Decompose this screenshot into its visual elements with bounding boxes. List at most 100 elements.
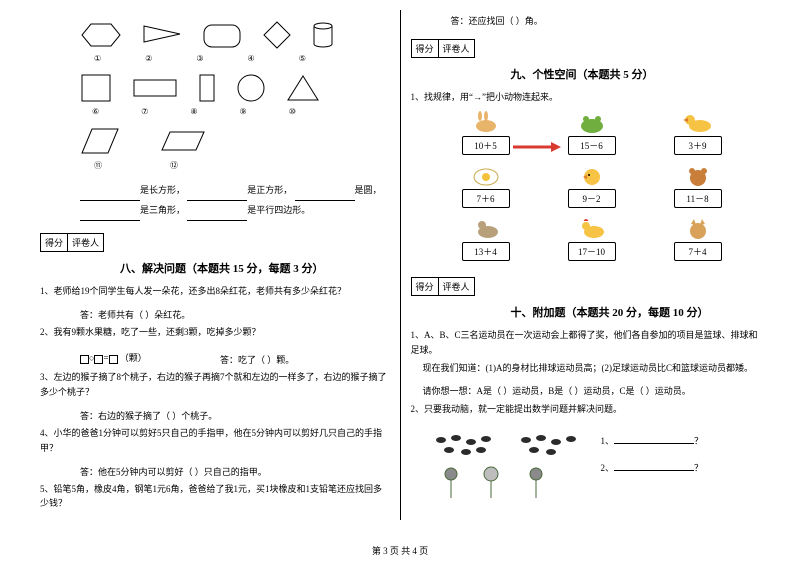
mouse-icon	[466, 216, 506, 240]
fill-line-2: 是三角形， 是平行四边形。	[80, 201, 390, 221]
score-label: 得分	[411, 39, 439, 58]
unit: （颗）	[120, 353, 147, 363]
shape-circle	[236, 73, 266, 103]
q3-answer: 答：右边的猴子摘了（ ）个桃子。	[80, 409, 390, 422]
label: 是圆，	[355, 185, 382, 195]
shape-num: ⑫	[170, 160, 178, 171]
q10-2: 2、只要我动脑，就一定能提出数学问题并解决问题。	[411, 402, 761, 416]
q10-1b: 现在我们知道：(1)A的身材比排球运动员高；(2)足球运动员比C和篮球运动员都矮…	[423, 361, 761, 375]
q5: 5、铅笔5角，橡皮4角，钢笔1元6角，爸爸给了我1元，买1块橡皮和1支铅笔还应找…	[40, 482, 390, 511]
label: 是平行四边形。	[247, 205, 310, 215]
score-box: 得分 评卷人	[411, 39, 761, 58]
blank-row: 1、？	[601, 434, 704, 447]
match-cell: 11－8	[653, 163, 743, 208]
shape-num: ③	[196, 54, 203, 63]
blank-list: 1、？ 2、 ？	[601, 420, 704, 488]
label: 1、	[601, 436, 615, 446]
shape-num: ①	[94, 54, 101, 63]
shape-labels-3: ⑪ ⑫	[94, 160, 390, 171]
q3: 3、左边的猴子摘了8个桃子，右边的猴子再摘7个就和左边的一样多了，右边的猴子摘了…	[40, 370, 390, 399]
expr: 11－8	[674, 189, 722, 208]
shape-num: ⑨	[240, 107, 247, 116]
expr: 7＋6	[462, 189, 510, 208]
q10-1a: 1、A、B、C三名运动员在一次运动会上都得了奖，他们各自参加的项目是篮球、排球和…	[411, 328, 761, 357]
q10-2-body: 1、？ 2、 ？	[411, 420, 761, 500]
q1-answer: 答：老师共有（ ）朵红花。	[80, 308, 390, 321]
section-10-title: 十、附加题（本题共 20 分，每题 10 分）	[511, 304, 761, 320]
shape-parallelogram-2	[160, 129, 206, 153]
shape-labels-1: ① ② ③ ④ ⑤	[94, 54, 390, 63]
shape-rect-wide	[132, 78, 178, 98]
section-8-title: 八、解决问题（本题共 15 分，每题 3 分）	[120, 260, 390, 276]
shape-num: ⑩	[289, 107, 296, 116]
label: 2、	[601, 463, 615, 473]
shape-row-2	[80, 73, 390, 103]
sec9-q: 1、找规律，用“→”把小动物连起来。	[411, 90, 761, 104]
shape-square	[80, 73, 112, 103]
rooster-icon	[572, 216, 612, 240]
egg-icon	[466, 163, 506, 187]
frog-icon	[572, 110, 612, 134]
q2-answer: 答：吃了（ ）颗。	[220, 353, 390, 366]
label: 是长方形，	[140, 185, 185, 195]
shape-parallelogram-1	[80, 126, 120, 156]
score-box: 得分 评卷人	[411, 277, 761, 296]
bunny-icon	[466, 110, 506, 134]
match-area: 10＋5 15－6 3＋9 7＋6 9－2	[411, 110, 761, 261]
shapes-area: ① ② ③ ④ ⑤ ⑥ ⑦ ⑧ ⑨ ⑩	[80, 20, 390, 171]
bear-icon	[678, 163, 718, 187]
label: 是正方形，	[247, 185, 292, 195]
expr: 9－2	[568, 189, 616, 208]
shape-hexagon	[80, 20, 122, 50]
score-label: 得分	[411, 277, 439, 296]
shape-num: ②	[145, 54, 152, 63]
chick-icon	[572, 163, 612, 187]
q1: 1、老师给19个同学生每人发一朵花，还多出8朵红花，老师共有多少朵红花？	[40, 284, 390, 298]
grader-label: 评卷人	[68, 233, 104, 252]
shape-rounded-rect	[202, 21, 242, 49]
expr: 15－6	[568, 136, 616, 155]
expr: 13＋4	[462, 242, 510, 261]
q10-1c: 请你想一想：A是（ ）运动员，B是（ ）运动员，C是（ ）运动员。	[423, 384, 761, 398]
expr: 3＋9	[674, 136, 722, 155]
qmark: ？	[694, 463, 703, 473]
grader-label: 评卷人	[439, 277, 475, 296]
shape-num: ⑪	[94, 160, 102, 171]
shape-num: ⑧	[190, 107, 197, 116]
shape-num: ⑦	[141, 107, 148, 116]
match-cell: 9－2	[547, 163, 637, 208]
cat-icon	[678, 216, 718, 240]
match-cell: 17－10	[547, 216, 637, 261]
q4-answer: 答：他在5分钟内可以剪好（ ）只自己的指甲。	[80, 465, 390, 478]
score-label: 得分	[40, 233, 68, 252]
right-column: 答：还应找回（ ）角。 得分 评卷人 九、个性空间（本题共 5 分） 1、找规律…	[401, 10, 771, 545]
shape-num: ④	[248, 54, 255, 63]
shape-rect-tall	[198, 73, 216, 103]
score-box: 得分 评卷人	[40, 233, 390, 252]
shape-triangle-right	[142, 24, 182, 46]
shape-num: ⑥	[92, 107, 99, 116]
left-column: ① ② ③ ④ ⑤ ⑥ ⑦ ⑧ ⑨ ⑩	[30, 10, 400, 545]
expr: 17－10	[568, 242, 616, 261]
shape-labels-2: ⑥ ⑦ ⑧ ⑨ ⑩	[92, 107, 390, 116]
q4: 4、小华的爸爸1分钟可以剪好5只自己的手指甲，他在5分钟内可以剪好几只自己的手指…	[40, 426, 390, 455]
fill-line-1: 是长方形， 是正方形， 是圆，	[80, 181, 390, 201]
match-cell: 3＋9	[653, 110, 743, 155]
blank-row: 2、 ？	[601, 461, 704, 474]
match-grid: 10＋5 15－6 3＋9 7＋6 9－2	[441, 110, 761, 261]
match-cell: 7＋6	[441, 163, 531, 208]
label: 是三角形，	[140, 205, 185, 215]
match-cell: 13＋4	[441, 216, 531, 261]
shape-triangle	[286, 73, 320, 103]
match-cell: 7＋4	[653, 216, 743, 261]
duck-icon	[678, 110, 718, 134]
arrow-icon	[511, 140, 561, 154]
grader-label: 评卷人	[439, 39, 475, 58]
shape-num: ⑤	[299, 54, 306, 63]
expr: 10＋5	[462, 136, 510, 155]
section-9-title: 九、个性空间（本题共 5 分）	[511, 66, 761, 82]
page-footer: 第 3 页 共 4 页	[0, 544, 800, 557]
shape-row-3	[80, 126, 390, 156]
expr: 7＋4	[674, 242, 722, 261]
shape-cylinder	[312, 21, 334, 49]
